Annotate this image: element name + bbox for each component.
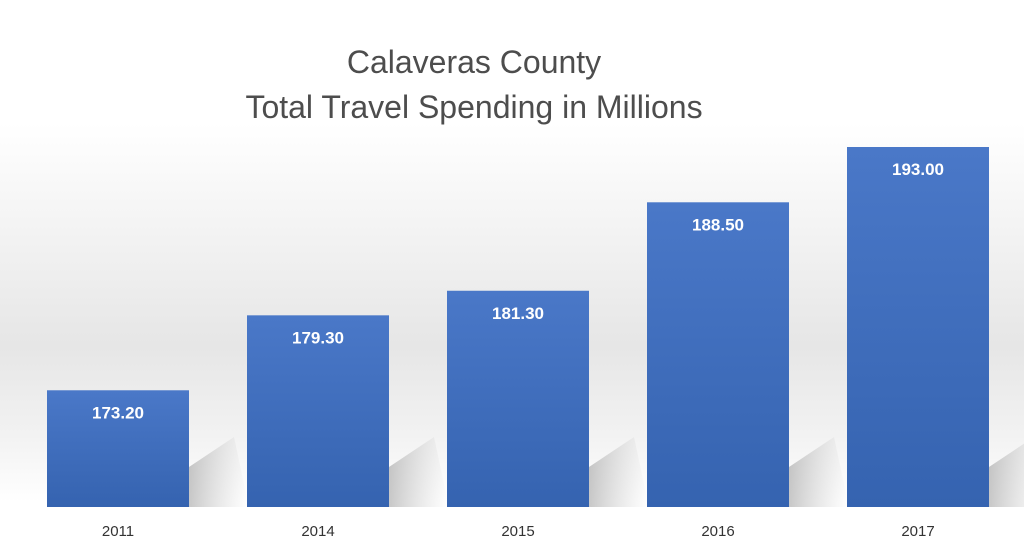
bar-value-label-2011: 173.20 xyxy=(92,403,144,422)
bar-value-labels: 173.20 179.30 181.30 188.50 193.00 xyxy=(92,160,944,422)
x-tick-label-2015: 2015 xyxy=(501,523,534,540)
x-tick-label-2014: 2014 xyxy=(301,523,334,540)
bar-value-label-2014: 179.30 xyxy=(292,328,344,347)
bar-2015 xyxy=(447,290,589,507)
bar-shadow-2014 xyxy=(389,437,449,507)
bar-shadow-2016 xyxy=(789,437,849,507)
bar-shadows xyxy=(189,437,1024,507)
bar-2016 xyxy=(647,202,789,507)
bars xyxy=(47,147,989,507)
bar-2011 xyxy=(47,390,189,507)
bar-value-label-2016: 188.50 xyxy=(692,215,744,234)
chart-title-line-1: Calaveras County xyxy=(346,44,602,80)
bar-value-label-2015: 181.30 xyxy=(492,304,544,323)
x-tick-label-2011: 2011 xyxy=(102,523,134,540)
bar-shadow-2011 xyxy=(189,437,249,507)
bar-shadow-2015 xyxy=(589,437,649,507)
bar-value-label-2017: 193.00 xyxy=(892,160,944,179)
x-tick-label-2017: 2017 xyxy=(901,523,934,540)
bar-2014 xyxy=(247,315,389,507)
chart-title-line-2: Total Travel Spending in Millions xyxy=(245,89,703,125)
x-axis-tick-labels: 2011 2014 2015 2016 2017 xyxy=(102,523,935,540)
chart-title: Calaveras County Total Travel Spending i… xyxy=(0,40,948,130)
x-tick-label-2016: 2016 xyxy=(701,523,734,540)
bar-shadow-2017 xyxy=(989,443,1024,507)
bar-2017 xyxy=(847,147,989,507)
